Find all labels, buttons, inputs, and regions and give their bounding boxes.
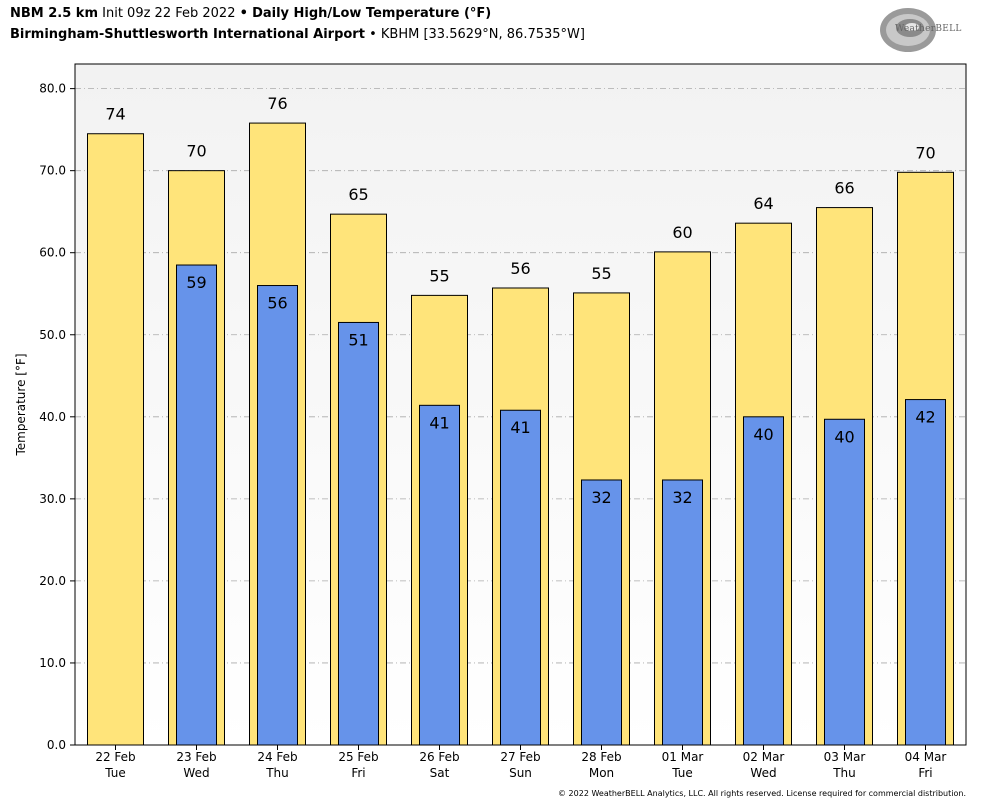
high-temp-label: 76 <box>267 94 287 113</box>
low-temp-label: 41 <box>510 418 530 437</box>
station-name: Birmingham-Shuttlesworth International A… <box>10 27 365 42</box>
low-temp-bar <box>743 416 784 746</box>
x-tick-label-date: 23 Feb <box>176 750 216 764</box>
y-tick-label: 40.0 <box>39 410 66 424</box>
low-temp-label: 56 <box>267 294 287 313</box>
product-title: Daily High/Low Temperature (°F) <box>252 6 492 21</box>
x-tick-label-date: 22 Feb <box>95 750 135 764</box>
low-temp-label: 32 <box>672 488 692 507</box>
low-temp-bar <box>824 418 865 746</box>
model-name: NBM 2.5 km <box>10 6 98 21</box>
x-tick-label-day: Mon <box>589 766 614 780</box>
low-temp-bar <box>662 479 703 746</box>
x-tick-label-date: 28 Feb <box>581 750 621 764</box>
logo-text: WeatherBELL <box>895 24 962 34</box>
high-temp-label: 60 <box>672 223 692 242</box>
copyright-notice: © 2022 WeatherBELL Analytics, LLC. All r… <box>558 789 966 798</box>
separator: • <box>369 27 377 42</box>
x-tick-label-day: Fri <box>918 766 932 780</box>
high-temp-label: 64 <box>753 194 773 213</box>
y-tick-label: 70.0 <box>39 164 66 178</box>
high-temp-label: 66 <box>834 179 854 198</box>
station-info: KBHM [33.5629°N, 86.7535°W] <box>380 27 585 42</box>
header-line-2: Birmingham-Shuttlesworth International A… <box>10 27 585 42</box>
low-temp-bar <box>419 404 460 746</box>
high-temp-label: 70 <box>915 143 935 162</box>
weatherbell-swirl-logo-icon <box>880 8 936 52</box>
init-time: Init 09z 22 Feb 2022 <box>102 6 236 21</box>
high-temp-label: 55 <box>591 264 611 283</box>
y-tick-label: 0.0 <box>47 738 66 752</box>
x-tick-label-day: Thu <box>832 766 856 780</box>
x-tick-label-date: 26 Feb <box>419 750 459 764</box>
x-tick-label-day: Sun <box>509 766 532 780</box>
x-tick-label-date: 24 Feb <box>257 750 297 764</box>
y-tick-label: 20.0 <box>39 574 66 588</box>
y-tick-label: 10.0 <box>39 656 66 670</box>
high-temp-label: 56 <box>510 259 530 278</box>
low-temp-label: 32 <box>591 488 611 507</box>
low-temp-bar <box>176 264 217 746</box>
y-tick-label: 30.0 <box>39 492 66 506</box>
y-tick-label: 80.0 <box>39 82 66 96</box>
high-temp-bar <box>87 133 144 746</box>
x-tick-label-date: 25 Feb <box>338 750 378 764</box>
low-temp-bar <box>257 285 298 746</box>
x-tick-label-date: 27 Feb <box>500 750 540 764</box>
x-tick-label-date: 03 Mar <box>824 750 866 764</box>
low-temp-label: 51 <box>348 330 368 349</box>
x-tick-label-day: Sat <box>430 766 450 780</box>
plot-frame <box>74 63 967 746</box>
low-temp-label: 40 <box>834 427 854 446</box>
x-tick-label-day: Wed <box>183 766 209 780</box>
high-temp-label: 70 <box>186 142 206 161</box>
y-axis-label: Temperature [°F] <box>14 353 28 456</box>
y-tick-label: 60.0 <box>39 246 66 260</box>
low-temp-label: 41 <box>429 413 449 432</box>
low-temp-label: 42 <box>915 408 935 427</box>
low-temp-label: 59 <box>186 273 206 292</box>
x-tick-label-day: Tue <box>104 766 126 780</box>
x-tick-label-date: 02 Mar <box>743 750 785 764</box>
separator: • <box>239 6 248 21</box>
low-temp-bar <box>338 321 379 746</box>
x-tick-label-day: Tue <box>671 766 693 780</box>
low-temp-bar <box>905 399 946 746</box>
high-temp-label: 65 <box>348 185 368 204</box>
x-tick-label-day: Thu <box>265 766 289 780</box>
high-temp-label: 55 <box>429 266 449 285</box>
low-temp-label: 40 <box>753 425 773 444</box>
y-tick-label: 50.0 <box>39 328 66 342</box>
x-tick-label-date: 01 Mar <box>662 750 704 764</box>
low-temp-bar <box>500 409 541 746</box>
x-tick-label-day: Fri <box>351 766 365 780</box>
high-temp-label: 74 <box>105 105 125 124</box>
low-temp-bar <box>581 479 622 746</box>
header-line-1: NBM 2.5 km Init 09z 22 Feb 2022 • Daily … <box>10 6 491 21</box>
x-tick-label-day: Wed <box>750 766 776 780</box>
x-tick-label-date: 04 Mar <box>905 750 947 764</box>
